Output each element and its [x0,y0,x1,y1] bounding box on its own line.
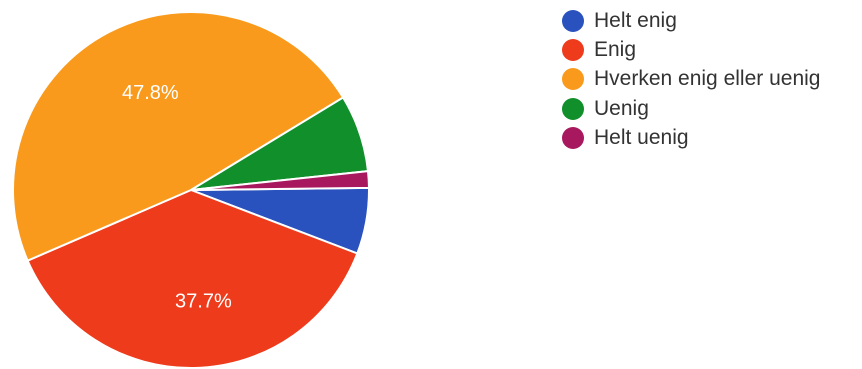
pie-slice [190,169,370,191]
legend: Helt enig Enig Hverken enig eller uenig … [562,6,820,153]
legend-label: Helt enig [594,8,677,32]
legend-swatch [562,68,584,91]
legend-swatch [562,127,584,150]
legend-item: Helt enig [562,6,820,35]
legend-label: Hverken enig eller uenig [594,67,821,91]
legend-item: Hverken enig eller uenig [562,65,820,94]
slice-data-label: 47.8% [122,82,179,104]
legend-item: Uenig [562,94,820,123]
legend-item: Enig [562,35,820,64]
legend-item: Helt uenig [562,124,820,153]
legend-swatch [562,97,584,120]
pie-slice [12,11,345,262]
legend-label: Helt uenig [594,126,689,150]
legend-label: Enig [594,37,637,61]
legend-label: Uenig [594,96,649,120]
legend-swatch [562,38,584,61]
legend-swatch [562,9,584,32]
pie-slice [26,188,359,369]
slice-data-label: 37.7% [175,290,232,312]
